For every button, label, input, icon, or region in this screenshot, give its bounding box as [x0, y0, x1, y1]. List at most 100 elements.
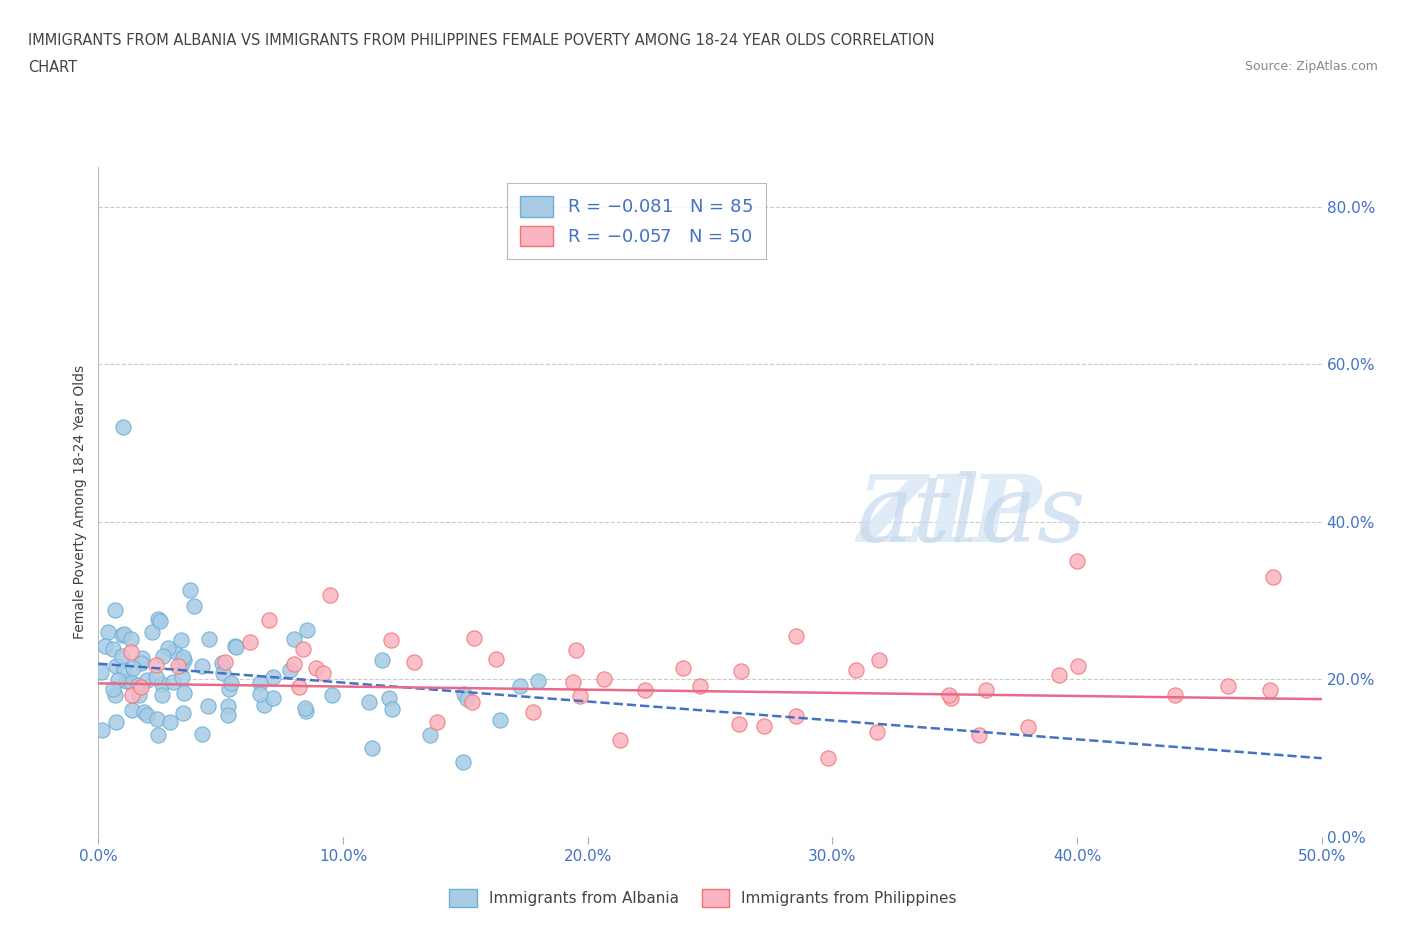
Point	[844, 663, 866, 678]
Point	[485, 651, 508, 666]
Point	[136, 708, 159, 723]
Point	[104, 603, 127, 618]
Point	[121, 687, 143, 702]
Point	[169, 658, 191, 673]
Point	[111, 648, 134, 663]
Point	[938, 687, 960, 702]
Point	[249, 676, 271, 691]
Point	[111, 420, 134, 435]
Point	[456, 691, 478, 706]
Point	[131, 651, 153, 666]
Point	[253, 698, 276, 712]
Point	[1067, 658, 1090, 673]
Point	[159, 714, 181, 729]
Point	[145, 670, 167, 684]
Point	[312, 666, 335, 681]
Point	[197, 698, 219, 713]
Point	[150, 687, 173, 702]
Point	[127, 678, 149, 693]
Point	[120, 674, 142, 689]
Point	[172, 706, 194, 721]
Point	[1258, 683, 1281, 698]
Point	[1017, 719, 1039, 734]
Point	[170, 670, 193, 684]
Point	[1216, 679, 1239, 694]
Point	[509, 678, 531, 693]
Point	[257, 613, 280, 628]
Point	[730, 663, 752, 678]
Point	[101, 682, 124, 697]
Point	[173, 685, 195, 700]
Point	[162, 674, 184, 689]
Point	[866, 724, 889, 739]
Point	[129, 679, 152, 694]
Point	[112, 663, 135, 678]
Point	[191, 726, 214, 741]
Point	[370, 652, 392, 667]
Point	[152, 648, 174, 663]
Point	[357, 695, 380, 710]
Point	[728, 716, 751, 731]
Point	[225, 640, 247, 655]
Point	[1164, 688, 1187, 703]
Point	[294, 700, 316, 715]
Point	[163, 644, 186, 658]
Point	[426, 714, 449, 729]
Point	[141, 625, 163, 640]
Point	[191, 658, 214, 673]
Point	[321, 687, 343, 702]
Point	[173, 652, 195, 667]
Point	[135, 672, 157, 687]
Point	[319, 588, 342, 603]
Point	[295, 623, 318, 638]
Point	[219, 675, 242, 690]
Point	[111, 628, 134, 643]
Point	[112, 627, 135, 642]
Text: Source: ZipAtlas.com: Source: ZipAtlas.com	[1244, 60, 1378, 73]
Point	[212, 666, 235, 681]
Point	[104, 659, 127, 674]
Point	[305, 661, 328, 676]
Point	[121, 702, 143, 717]
Point	[1261, 569, 1284, 584]
Point	[150, 676, 173, 691]
Point	[128, 687, 150, 702]
Point	[146, 728, 169, 743]
Point	[90, 665, 112, 680]
Point	[129, 656, 152, 671]
Point	[283, 632, 305, 647]
Point	[361, 740, 384, 755]
Point	[183, 598, 205, 613]
Point	[107, 672, 129, 687]
Point	[453, 686, 475, 701]
Point	[378, 690, 401, 705]
Point	[211, 656, 233, 671]
Text: CHART: CHART	[28, 60, 77, 75]
Point	[287, 680, 309, 695]
Point	[239, 635, 262, 650]
Point	[967, 727, 990, 742]
Point	[101, 642, 124, 657]
Point	[461, 694, 484, 709]
Point	[402, 654, 425, 669]
Point	[217, 707, 239, 722]
Point	[224, 639, 246, 654]
Point	[103, 687, 125, 702]
Point	[115, 674, 138, 689]
Text: ZIP: ZIP	[856, 471, 1040, 561]
Point	[1066, 554, 1088, 569]
Point	[122, 660, 145, 675]
Point	[1047, 668, 1070, 683]
Point	[146, 711, 169, 726]
Point	[564, 643, 586, 658]
Point	[179, 582, 201, 597]
Point	[785, 709, 807, 724]
Point	[283, 657, 305, 671]
Point	[170, 632, 193, 647]
Text: atlas: atlas	[856, 471, 1087, 561]
Point	[262, 670, 284, 684]
Point	[380, 702, 402, 717]
Legend: Immigrants from Albania, Immigrants from Philippines: Immigrants from Albania, Immigrants from…	[443, 884, 963, 913]
Point	[157, 641, 180, 656]
Point	[146, 612, 169, 627]
